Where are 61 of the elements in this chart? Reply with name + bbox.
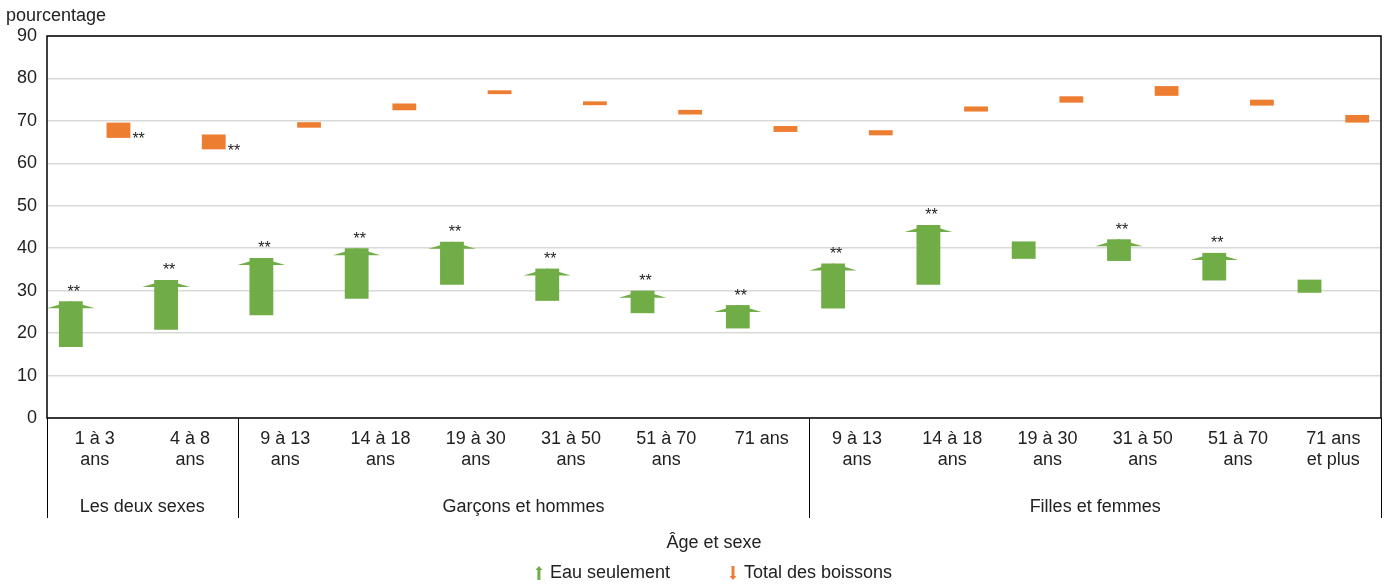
data-label: **	[227, 141, 241, 159]
bar	[1249, 99, 1274, 106]
x-tick-label: 31 à 50 ans	[541, 427, 602, 470]
bar	[297, 122, 321, 128]
text: Les deux sexes	[79, 495, 205, 516]
x-tick-label: 51 à 70 ans	[636, 427, 697, 470]
bar	[106, 122, 131, 138]
x-tick-label: 1 à 3 ans	[74, 427, 115, 470]
y-tick-label: 40	[16, 237, 37, 258]
data-label: **	[1115, 220, 1129, 238]
bar	[964, 106, 988, 112]
x-tick-label: 14 à 18 ans	[350, 427, 411, 470]
bar	[1011, 241, 1036, 259]
y-axis-title: pourcentage	[6, 4, 107, 25]
data-label: **	[734, 286, 748, 304]
y-tick-label: 70	[16, 109, 37, 130]
x-tick-label: 31 à 50 ans	[1112, 427, 1173, 470]
bar	[868, 130, 893, 136]
data-label: **	[544, 250, 557, 267]
x-tick-label: 71 ans et plus	[1306, 427, 1361, 470]
x-tick-label: 4 à 8 ans	[169, 427, 210, 470]
y-tick-label: 90	[16, 24, 37, 45]
x-tick-label: 14 à 18 ans	[922, 427, 983, 470]
x-tick-label: 19 à 30 ans	[1017, 427, 1078, 470]
data-label: **	[1211, 234, 1224, 252]
bar	[1345, 114, 1370, 123]
x-tick-label: 19 à 30 ans	[445, 427, 506, 470]
bar	[773, 125, 798, 132]
data-label: **	[67, 282, 81, 300]
bar	[1297, 279, 1322, 293]
y-tick-label: 0	[26, 406, 37, 427]
data-label: **	[448, 223, 462, 241]
bar	[582, 101, 607, 106]
bar	[392, 103, 417, 111]
y-tick-label: 30	[16, 279, 37, 300]
data-label: **	[132, 130, 145, 148]
x-tick-label: 71 ans	[734, 427, 789, 448]
y-tick-label: 10	[16, 364, 37, 385]
data-label: **	[353, 229, 366, 247]
bar	[487, 90, 512, 95]
y-tick-label: 50	[16, 194, 37, 215]
bar	[678, 109, 703, 115]
x-tick-label: 9 à 13 ans	[260, 427, 311, 470]
y-tick-label: 20	[16, 322, 37, 343]
data-label: **	[925, 206, 938, 224]
x-axis-title: Âge et sexe	[666, 531, 762, 552]
data-label: **	[829, 244, 843, 262]
legend-label: Total des boissons	[743, 561, 893, 582]
text: Garçons et hommes	[442, 495, 605, 516]
data-label: **	[162, 261, 176, 279]
data-label: **	[258, 239, 271, 257]
text: Filles et femmes	[1029, 495, 1161, 516]
x-tick-label: 9 à 13 ans	[831, 427, 882, 470]
y-tick-label: 60	[16, 152, 37, 173]
data-label: **	[639, 272, 652, 290]
bar	[1154, 86, 1179, 96]
bar	[1059, 96, 1084, 103]
bar	[201, 134, 226, 150]
y-tick-label: 80	[16, 67, 37, 88]
legend-label: Eau seulement	[549, 561, 670, 582]
x-tick-label: 51 à 70 ans	[1208, 427, 1269, 470]
